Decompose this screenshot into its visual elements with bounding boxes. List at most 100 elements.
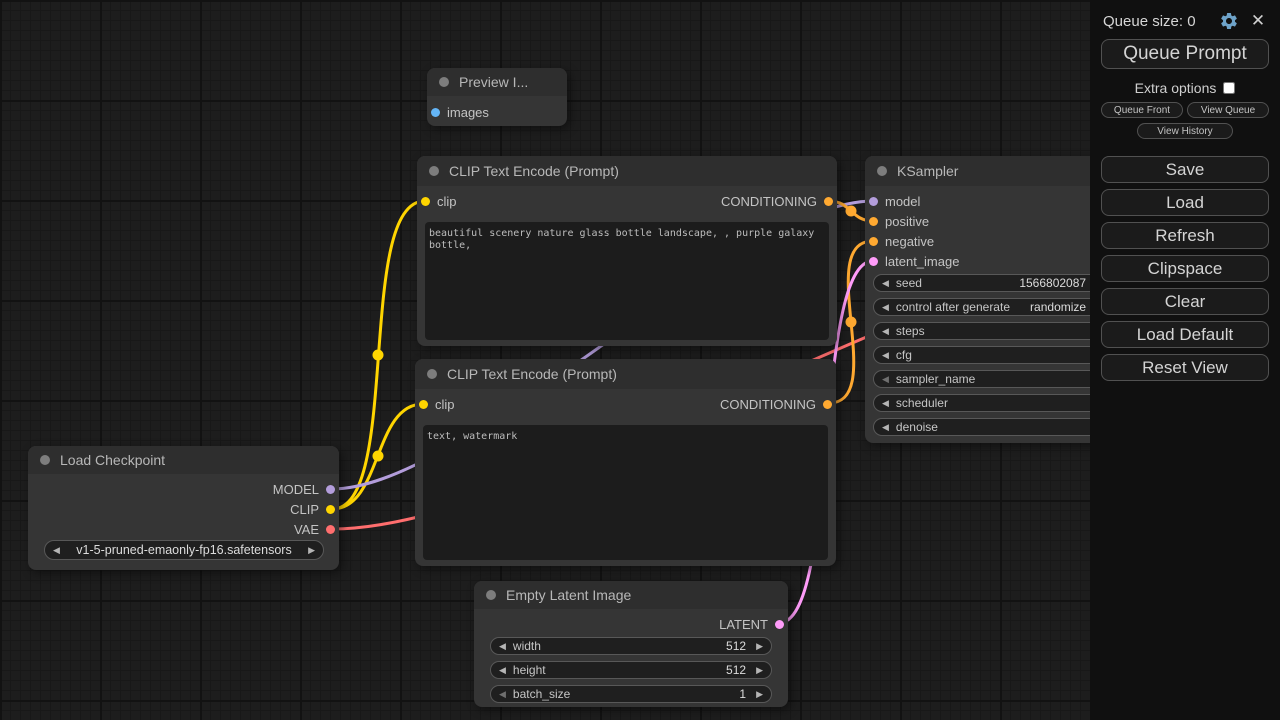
widget-steps[interactable]: ◀ steps xyxy=(873,322,1112,340)
reset-view-button[interactable]: Reset View xyxy=(1101,354,1269,381)
clipspace-button[interactable]: Clipspace xyxy=(1101,255,1269,282)
slot-label-negative: negative xyxy=(885,233,935,249)
slot-dot-conditioning[interactable] xyxy=(824,196,833,206)
node-title-bar[interactable]: Preview I... xyxy=(427,68,567,96)
widget-value: randomize xyxy=(1030,300,1087,314)
node-load-checkpoint[interactable]: Load Checkpoint MODEL CLIP VAE ◀ v1-5-pr… xyxy=(28,446,339,570)
widget-value: v1-5-pruned-emaonly-fp16.safetensors xyxy=(76,543,292,557)
slot-label-conditioning: CONDITIONING xyxy=(719,396,816,412)
widget-label: seed xyxy=(895,276,922,290)
prompt-text-input[interactable]: text, watermark xyxy=(423,425,828,560)
widget-batch-size[interactable]: ◀ batch_size 1 ▶ xyxy=(490,685,772,703)
gear-icon[interactable] xyxy=(1219,11,1239,31)
widget-sampler-name[interactable]: ◀ sampler_name xyxy=(873,370,1112,388)
slot-dot-latent-image[interactable] xyxy=(869,256,878,266)
node-ksampler[interactable]: KSampler model positive negative latent_… xyxy=(865,156,1120,443)
left-arrow-icon[interactable]: ◀ xyxy=(882,373,889,384)
widget-cfg[interactable]: ◀ cfg xyxy=(873,346,1112,364)
left-arrow-icon[interactable]: ◀ xyxy=(882,301,889,312)
collapse-dot-icon[interactable] xyxy=(877,166,887,176)
slot-label-conditioning: CONDITIONING xyxy=(720,193,817,209)
widget-value: 1 xyxy=(739,687,747,701)
slot-dot-vae-out[interactable] xyxy=(326,524,335,534)
widget-label: control after generate xyxy=(895,300,1010,314)
slot-dot-model[interactable] xyxy=(869,196,878,206)
slot-label-clip: clip xyxy=(435,396,455,412)
node-title: Load Checkpoint xyxy=(60,452,166,468)
clear-button[interactable]: Clear xyxy=(1101,288,1269,315)
widget-label: scheduler xyxy=(895,396,948,410)
left-arrow-icon[interactable]: ◀ xyxy=(53,544,60,555)
widget-label: batch_size xyxy=(512,687,571,701)
right-arrow-icon[interactable]: ▶ xyxy=(756,664,763,675)
widget-label: cfg xyxy=(895,348,912,362)
node-empty-latent-image[interactable]: Empty Latent Image LATENT ◀ width 512 ▶ … xyxy=(474,581,788,707)
slot-dot-clip-out[interactable] xyxy=(326,504,335,514)
queue-front-button[interactable]: Queue Front xyxy=(1101,102,1183,118)
slot-label-model: model xyxy=(885,193,921,209)
widget-ckpt-name[interactable]: ◀ v1-5-pruned-emaonly-fp16.safetensors ▶ xyxy=(44,540,324,560)
left-arrow-icon[interactable]: ◀ xyxy=(499,640,506,651)
view-history-button[interactable]: View History xyxy=(1137,123,1233,139)
queue-prompt-button[interactable]: Queue Prompt xyxy=(1101,39,1269,69)
node-title-bar[interactable]: Empty Latent Image xyxy=(474,581,788,609)
save-button[interactable]: Save xyxy=(1101,156,1269,183)
left-arrow-icon[interactable]: ◀ xyxy=(882,349,889,360)
left-arrow-icon[interactable]: ◀ xyxy=(882,397,889,408)
widget-value: 1566802087 xyxy=(1019,276,1087,290)
node-title-bar[interactable]: KSampler xyxy=(865,156,1120,186)
right-arrow-icon[interactable]: ▶ xyxy=(308,544,315,555)
widget-label: denoise xyxy=(895,420,938,434)
slot-dot-latent-out[interactable] xyxy=(775,619,784,629)
refresh-button[interactable]: Refresh xyxy=(1101,222,1269,249)
widget-height[interactable]: ◀ height 512 ▶ xyxy=(490,661,772,679)
widget-control-after-generate[interactable]: ◀ control after generate randomize ▶ xyxy=(873,298,1112,316)
slot-dot-clip[interactable] xyxy=(421,196,430,206)
collapse-dot-icon[interactable] xyxy=(429,166,439,176)
link-dot[interactable] xyxy=(372,349,384,361)
extra-options-checkbox[interactable] xyxy=(1223,81,1236,94)
close-icon[interactable]: ✕ xyxy=(1250,11,1266,30)
left-arrow-icon[interactable]: ◀ xyxy=(499,664,506,675)
collapse-dot-icon[interactable] xyxy=(486,590,496,600)
slot-dot-images[interactable] xyxy=(431,107,440,117)
node-title-bar[interactable]: Load Checkpoint xyxy=(28,446,339,474)
link-dot[interactable] xyxy=(845,316,857,328)
view-queue-button[interactable]: View Queue xyxy=(1187,102,1269,118)
collapse-dot-icon[interactable] xyxy=(439,77,449,87)
link-dot[interactable] xyxy=(845,205,857,217)
node-preview-image[interactable]: Preview I... images xyxy=(427,68,567,126)
link-dot[interactable] xyxy=(372,450,384,462)
node-clip-text-encode-positive[interactable]: CLIP Text Encode (Prompt) clip CONDITION… xyxy=(417,156,837,346)
collapse-dot-icon[interactable] xyxy=(40,455,50,465)
node-title-bar[interactable]: CLIP Text Encode (Prompt) xyxy=(417,156,837,186)
widget-width[interactable]: ◀ width 512 ▶ xyxy=(490,637,772,655)
slot-dot-model-out[interactable] xyxy=(326,484,335,494)
slot-dot-conditioning[interactable] xyxy=(823,399,832,409)
node-clip-text-encode-negative[interactable]: CLIP Text Encode (Prompt) clip CONDITION… xyxy=(415,359,836,566)
node-title: Empty Latent Image xyxy=(506,587,632,603)
extra-options-label: Extra options xyxy=(1134,79,1217,96)
load-button[interactable]: Load xyxy=(1101,189,1269,216)
slot-label-clip-out: CLIP xyxy=(290,501,319,517)
slot-label-images: images xyxy=(447,104,489,120)
widget-scheduler[interactable]: ◀ scheduler xyxy=(873,394,1112,412)
left-arrow-icon[interactable]: ◀ xyxy=(499,688,506,699)
slot-dot-positive[interactable] xyxy=(869,216,878,226)
node-title: KSampler xyxy=(897,163,959,179)
collapse-dot-icon[interactable] xyxy=(427,369,437,379)
widget-seed[interactable]: ◀ seed 1566802087 ▶ xyxy=(873,274,1112,292)
left-arrow-icon[interactable]: ◀ xyxy=(882,325,889,336)
widget-label: steps xyxy=(895,324,925,338)
load-default-button[interactable]: Load Default xyxy=(1101,321,1269,348)
queue-size-label: Queue size: 0 xyxy=(1103,12,1196,30)
right-arrow-icon[interactable]: ▶ xyxy=(756,688,763,699)
left-arrow-icon[interactable]: ◀ xyxy=(882,421,889,432)
widget-denoise[interactable]: ◀ denoise xyxy=(873,418,1112,436)
slot-dot-clip[interactable] xyxy=(419,399,428,409)
left-arrow-icon[interactable]: ◀ xyxy=(882,277,889,288)
prompt-text-input[interactable]: beautiful scenery nature glass bottle la… xyxy=(425,222,829,340)
node-title-bar[interactable]: CLIP Text Encode (Prompt) xyxy=(415,359,836,389)
slot-dot-negative[interactable] xyxy=(869,236,878,246)
right-arrow-icon[interactable]: ▶ xyxy=(756,640,763,651)
